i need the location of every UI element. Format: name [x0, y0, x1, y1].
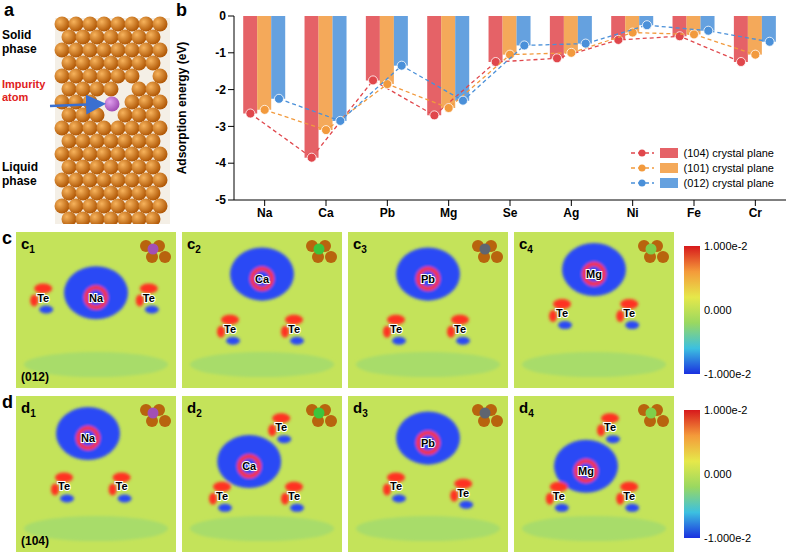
- svg-text:Te: Te: [623, 307, 635, 319]
- svg-text:Te: Te: [37, 292, 49, 304]
- html-text:b: b: [176, 0, 187, 20]
- html-text:0.000: 0.000: [704, 304, 732, 316]
- html-text:c: c: [2, 228, 12, 248]
- svg-text:a: a: [4, 0, 15, 20]
- svg-text:d1: d1: [21, 399, 36, 419]
- svg-text:Ca: Ca: [242, 460, 257, 472]
- svg-text:Ca: Ca: [255, 273, 270, 285]
- svg-text:c1: c1: [21, 235, 35, 255]
- svg-text:Se: Se: [503, 206, 518, 220]
- svg-text:Te: Te: [216, 490, 228, 502]
- svg-text:Te: Te: [556, 307, 568, 319]
- svg-text:Te: Te: [390, 323, 402, 335]
- html-text:Liquid phase: Liquid phase: [2, 160, 38, 188]
- html-text:Solid phase: Solid phase: [2, 28, 37, 56]
- html-text:1.000e-2: 1.000e-2: [704, 404, 748, 416]
- svg-text:-4: -4: [215, 156, 226, 170]
- svg-text:Te: Te: [454, 323, 466, 335]
- svg-text:-3: -3: [215, 120, 226, 134]
- svg-text:Te: Te: [390, 480, 402, 492]
- html-text:(101) crystal plane: (101) crystal plane: [683, 161, 774, 174]
- svg-text:Te: Te: [143, 292, 155, 304]
- svg-text:d3: d3: [353, 399, 368, 419]
- svg-text:Te: Te: [224, 323, 236, 335]
- html-text:d: d: [2, 392, 13, 412]
- svg-text:Pb: Pb: [380, 206, 395, 220]
- html-text:1.000e-2: 1.000e-2: [704, 240, 748, 252]
- svg-text:Mg: Mg: [578, 465, 594, 477]
- svg-text:d2: d2: [187, 399, 202, 419]
- svg-text:Adsorption energy (eV): Adsorption energy (eV): [175, 42, 189, 175]
- html-text:Impurity atom: Impurity atom: [2, 78, 46, 103]
- svg-text:Pb: Pb: [421, 437, 435, 449]
- svg-text:Ca: Ca: [318, 206, 334, 220]
- svg-text:Te: Te: [58, 480, 70, 492]
- svg-text:0: 0: [219, 9, 226, 23]
- svg-text:Ni: Ni: [627, 206, 639, 220]
- svg-text:Cr: Cr: [749, 206, 763, 220]
- svg-text:Te: Te: [604, 421, 616, 433]
- html-text:-1.000e-2: -1.000e-2: [704, 532, 752, 544]
- svg-text:Fe: Fe: [687, 206, 701, 220]
- html-text:0.000: 0.000: [704, 468, 732, 480]
- svg-text:Na: Na: [81, 432, 96, 444]
- svg-text:Te: Te: [275, 421, 287, 433]
- svg-text:-1: -1: [215, 46, 226, 60]
- svg-text:Na: Na: [89, 292, 104, 304]
- svg-text:(104): (104): [21, 534, 49, 548]
- svg-text:Te: Te: [288, 490, 300, 502]
- html-text:(012) crystal plane: (012) crystal plane: [683, 176, 774, 189]
- svg-text:-2: -2: [215, 83, 226, 97]
- svg-text:Mg: Mg: [440, 206, 457, 220]
- svg-text:Te: Te: [457, 487, 469, 499]
- svg-text:c2: c2: [187, 235, 201, 255]
- html-text:-1.000e-2: -1.000e-2: [704, 368, 752, 380]
- svg-text:c3: c3: [353, 235, 367, 255]
- svg-text:Te: Te: [553, 490, 565, 502]
- svg-text:Te: Te: [288, 323, 300, 335]
- svg-text:-5: -5: [215, 193, 226, 207]
- svg-text:Pb: Pb: [421, 273, 435, 285]
- svg-text:d4: d4: [519, 399, 534, 419]
- svg-text:Na: Na: [257, 206, 273, 220]
- svg-text:Ag: Ag: [563, 206, 579, 220]
- svg-text:(012): (012): [21, 370, 49, 384]
- html-text:(104) crystal plane: (104) crystal plane: [683, 146, 774, 159]
- svg-text:Mg: Mg: [586, 268, 602, 280]
- svg-text:Te: Te: [623, 490, 635, 502]
- svg-text:Te: Te: [116, 480, 128, 492]
- svg-text:c4: c4: [519, 235, 533, 255]
